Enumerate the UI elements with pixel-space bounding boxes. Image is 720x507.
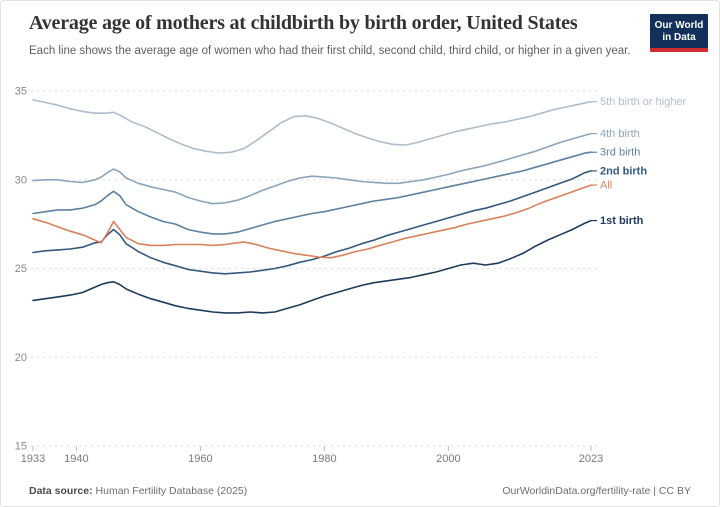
- chart-footer: Data source: Human Fertility Database (2…: [29, 485, 691, 497]
- owid-logo-line1: Our World: [654, 20, 704, 31]
- line-1st-birth: [32, 219, 592, 314]
- x-tick-label-2000: 2000: [436, 453, 460, 465]
- data-source: Data source: Human Fertility Database (2…: [29, 485, 247, 497]
- y-tick-label-30: 30: [15, 174, 27, 186]
- series-label-1st-birth: 1st birth: [600, 215, 644, 227]
- page-title: Average age of mothers at childbirth by …: [29, 12, 578, 34]
- y-tick-label-25: 25: [15, 263, 27, 275]
- line-chart-canvas: 15 20 25 30 35 1933 1940 1960 1980 2000 2023 5th bi…: [15, 86, 687, 466]
- data-source-label: Data source:: [29, 485, 93, 497]
- series-label-3rd-birth: 3rd birth: [600, 147, 640, 159]
- x-tick-label-1960: 1960: [188, 453, 212, 465]
- x-tick-label-1933: 1933: [21, 453, 45, 465]
- data-source-text: Human Fertility Database (2025): [92, 485, 248, 497]
- series-label-5th-birth-or-higher: 5th birth or higher: [600, 96, 687, 108]
- line-5th-birth-or-higher: [32, 99, 592, 154]
- line-all: [32, 184, 592, 259]
- series-label-2nd-birth: 2nd birth: [600, 165, 647, 177]
- credit-link[interactable]: OurWorldinData.org/fertility-rate | CC B…: [502, 485, 691, 497]
- owid-logo-line2: in Data: [662, 32, 696, 43]
- owid-logo[interactable]: Our World in Data: [650, 14, 708, 52]
- x-tick-label-1940: 1940: [64, 453, 88, 465]
- series-label-all: All: [600, 180, 612, 192]
- series-label-4th-birth: 4th birth: [600, 128, 640, 140]
- y-tick-label-35: 35: [15, 86, 27, 98]
- y-tick-label-20: 20: [15, 352, 27, 364]
- line-2nd-birth: [32, 170, 592, 275]
- line-4th-birth: [32, 132, 592, 205]
- chart-subtitle: Each line shows the average age of women…: [29, 45, 631, 57]
- x-tick-label-1980: 1980: [312, 453, 336, 465]
- x-tick-label-2023: 2023: [579, 453, 603, 465]
- y-tick-label-15: 15: [15, 441, 27, 453]
- line-3rd-birth: [32, 151, 592, 235]
